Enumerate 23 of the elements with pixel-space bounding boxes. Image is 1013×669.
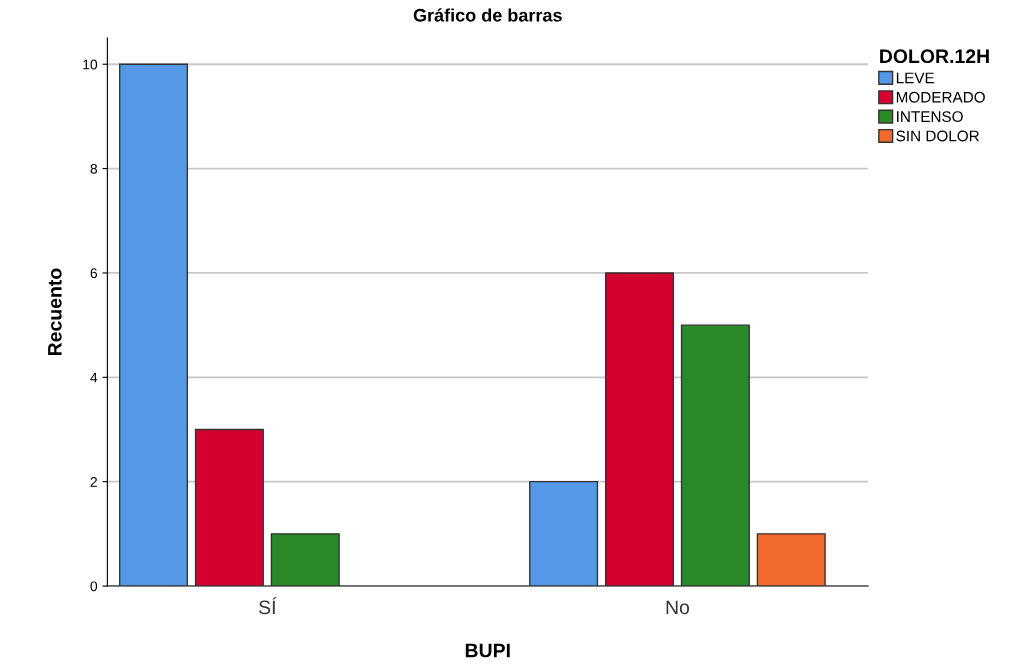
bar (604, 272, 675, 587)
bar (270, 533, 340, 587)
bar (529, 480, 599, 587)
y-tick-label: 4 (90, 372, 98, 383)
legend-label: SIN DOLOR (896, 130, 979, 142)
bar (194, 428, 264, 587)
x-axis-title: BUPI (465, 643, 510, 658)
legend-title: DOLOR.12H (880, 49, 989, 64)
legend-label: INTENSO (897, 111, 963, 123)
y-tick-label: 10 (83, 59, 98, 70)
y-tick-label: 6 (90, 268, 98, 279)
x-tick-label: SÍ (259, 597, 277, 615)
bar (118, 63, 189, 587)
chart-title: Gráfico de barras (413, 8, 562, 22)
legend-label: LEVE (896, 72, 935, 84)
y-tick-label: 2 (90, 477, 97, 487)
x-tick-label: No (666, 600, 690, 615)
legend-label: MODERADO (896, 91, 985, 103)
y-axis-title: Recuento (48, 268, 62, 356)
bar (680, 324, 750, 587)
bar (756, 533, 826, 587)
y-tick-label: 8 (90, 163, 98, 174)
y-tick-label: 0 (90, 581, 98, 592)
